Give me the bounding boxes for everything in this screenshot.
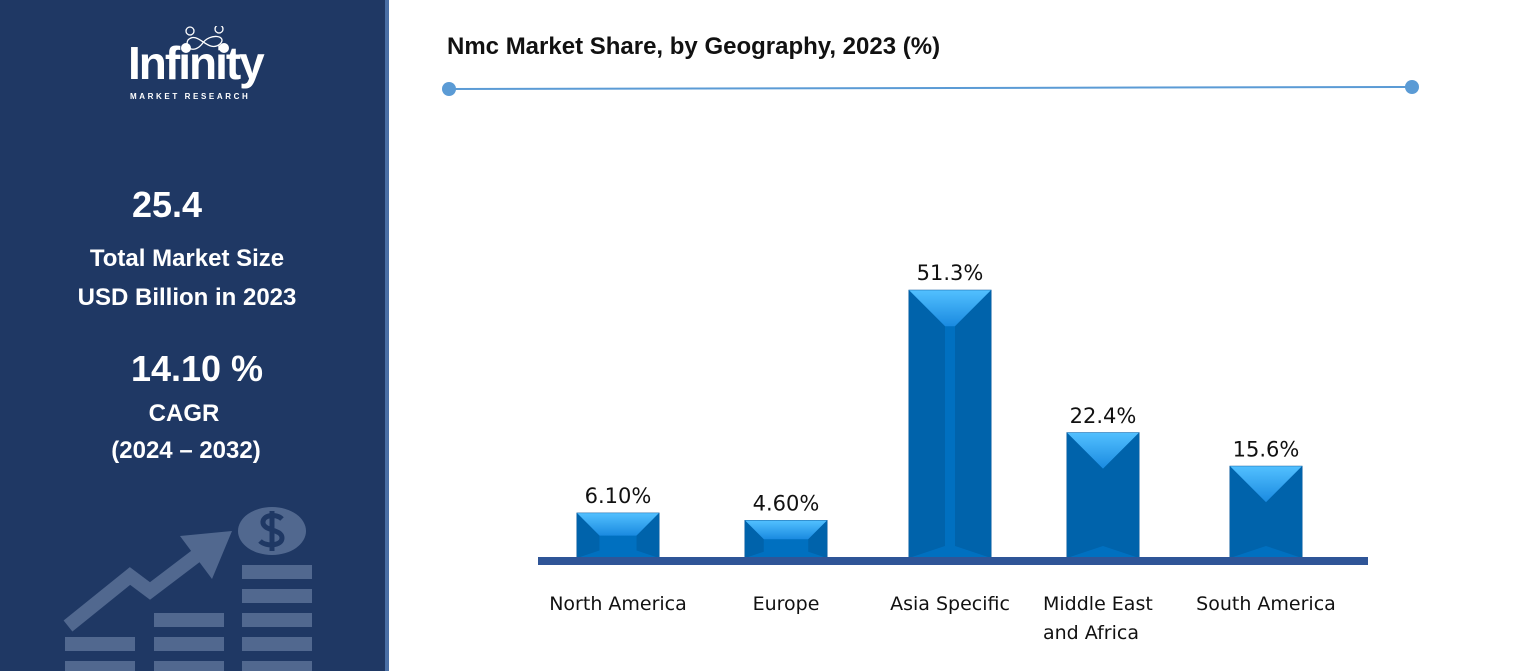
dollar-coin-icon (238, 507, 306, 555)
bar (744, 520, 828, 559)
data-label: 6.10% (585, 484, 652, 508)
bar (908, 289, 992, 559)
sidebar: Infinity MARKET RESEARCH 25.4 Total Mark… (0, 0, 385, 671)
market-size-unit: USD Billion in 2023 (77, 284, 297, 311)
data-label: 4.60% (753, 492, 820, 516)
infinity-logo-icon (181, 26, 229, 53)
logo-subtitle: MARKET RESEARCH (130, 92, 251, 101)
chart-title: Nmc Market Share, by Geography, 2023 (%) (447, 33, 941, 60)
cagr-value: 14.10 % (130, 348, 264, 389)
title-divider (442, 80, 1419, 96)
logo-wordmark: Infinity (128, 37, 265, 89)
market-size-value: 25.4 (131, 184, 203, 225)
x-axis-line (538, 557, 1368, 565)
logo: Infinity MARKET RESEARCH (128, 26, 278, 102)
sidebar-border (385, 0, 389, 671)
category-label: Middle East and Africa (1043, 593, 1153, 644)
category-label: North America (549, 593, 687, 615)
market-size-label: Total Market Size (89, 245, 285, 272)
category-label: Europe (753, 593, 820, 615)
data-label: 22.4% (1070, 404, 1137, 428)
category-label: Asia Specific (890, 593, 1010, 615)
bar (1066, 432, 1140, 559)
cagr-period: (2024 – 2032) (111, 437, 261, 464)
growth-arrow-icon (63, 531, 232, 632)
cagr-label: CAGR (148, 400, 220, 427)
data-label: 15.6% (1233, 437, 1300, 461)
growth-decor (63, 507, 312, 671)
category-label: South America (1196, 593, 1336, 615)
bar (576, 512, 660, 559)
bar-stack-icon (65, 565, 312, 671)
bar (1229, 465, 1303, 559)
data-label: 51.3% (917, 261, 984, 285)
